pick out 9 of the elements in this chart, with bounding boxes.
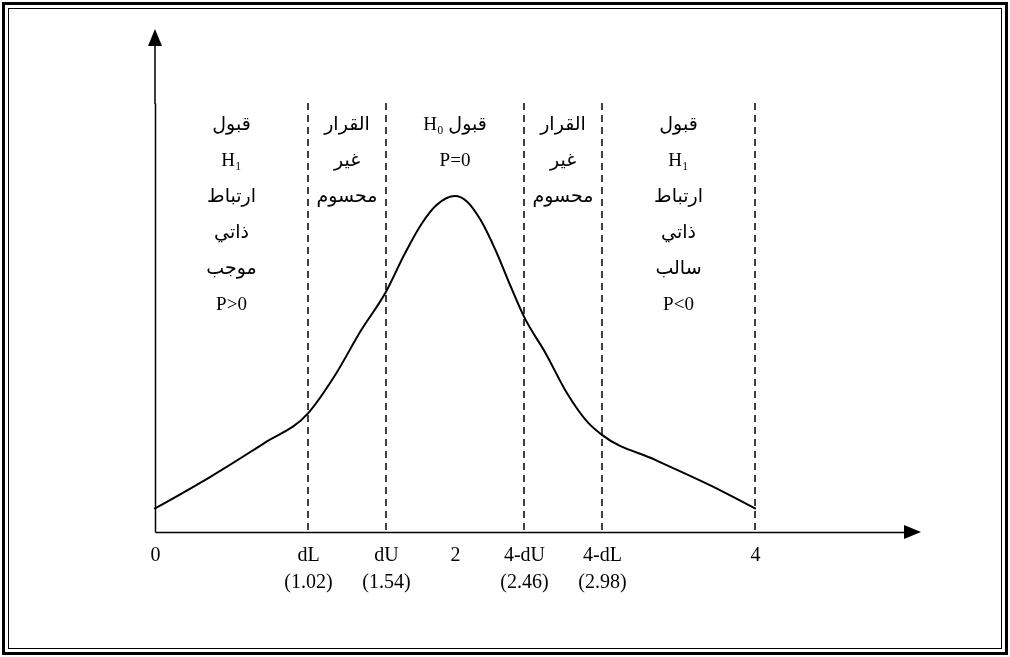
annotation: القرار غير محسوم: [532, 113, 594, 207]
x-tick-label: dL (1.02): [284, 542, 333, 593]
x-tick-label: 4: [750, 542, 761, 565]
x-tick-label: 4-dU (2.46): [500, 542, 549, 593]
x-tick-label: 2: [450, 542, 461, 565]
x-tick-label: dU (1.54): [362, 542, 411, 593]
x-tick-label: 4-dL (2.98): [578, 542, 627, 593]
annotation: القرار غير محسوم: [316, 113, 378, 207]
x-tick-label: 0: [150, 542, 161, 565]
